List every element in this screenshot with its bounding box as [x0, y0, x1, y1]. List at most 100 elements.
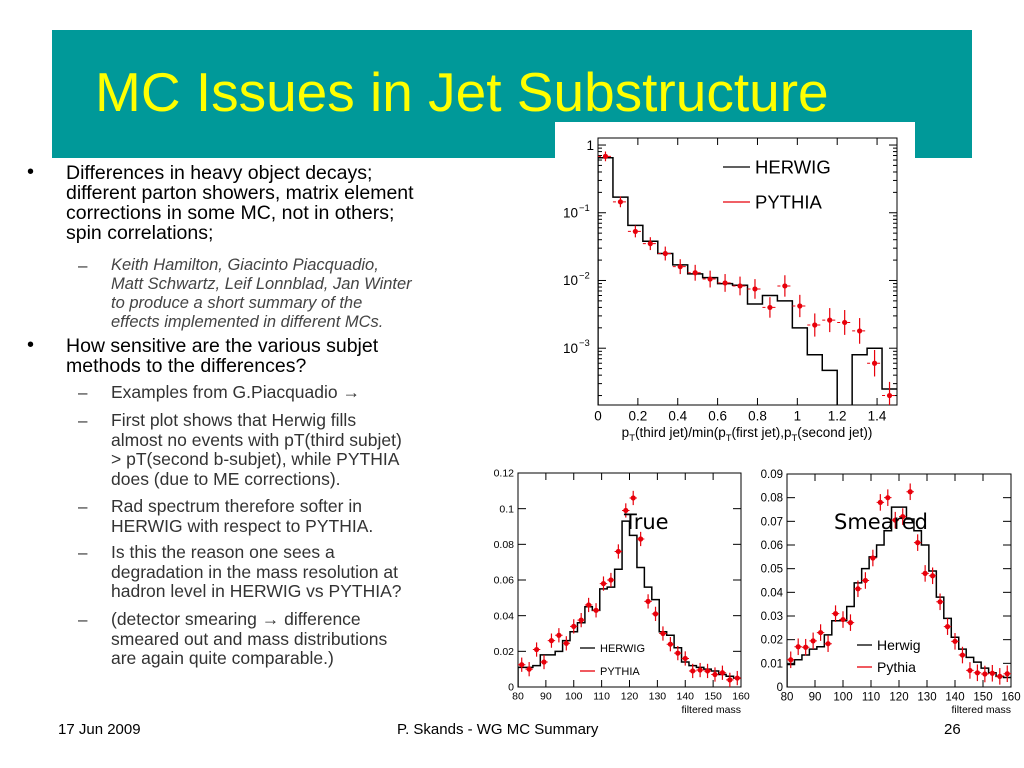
dash-icon: – [78, 383, 88, 402]
pythia-point [667, 641, 673, 647]
sub-bullet-line: smeared out and mass distributions [111, 628, 388, 649]
pythia-point [944, 624, 951, 630]
pythia-point [586, 602, 592, 608]
label-part: filtered mass [681, 704, 741, 716]
pythia-point [692, 270, 698, 276]
x-tick-label: 120 [621, 691, 639, 703]
pythia-point [803, 644, 809, 650]
pythia-point [857, 328, 863, 334]
pythia-point [578, 617, 584, 623]
x-tick-label: 1.2 [828, 409, 847, 424]
sub-bullet-line: Examples from G.Piacquadio → [111, 382, 360, 402]
pythia-point [795, 644, 801, 650]
label-part: (first jet),p [732, 425, 792, 440]
y-tick-label: 0.08 [494, 539, 515, 551]
footer-date: 17 Jun 2009 [58, 721, 141, 738]
pythia-point [855, 586, 861, 592]
sub-bullet-item: Is this the reason one sees a degradation… [111, 542, 401, 602]
pythia-point [907, 489, 913, 495]
pythia-point [647, 241, 653, 247]
pythia-point [638, 536, 644, 542]
sub-bullet-line: Rad spectrum therefore softer in [111, 496, 362, 516]
sub-bullet-line: (detector smearing → difference [111, 609, 361, 629]
x-tick-label: 1.4 [868, 409, 887, 424]
bullet-item: How sensitive are the various subjet meth… [66, 336, 378, 376]
y-tick-exponent: −3 [579, 338, 590, 349]
legend-label-pythia: Pythia [877, 659, 916, 675]
label-part: p [622, 425, 630, 440]
x-tick-label: 160 [732, 691, 750, 703]
pythia-point [697, 667, 703, 673]
sub-bullet-item: (detector smearing → difference smeared o… [111, 609, 388, 669]
pythia-point [652, 611, 659, 617]
pythia-point [704, 668, 711, 674]
pythia-point [810, 638, 816, 644]
pythia-point [827, 317, 833, 323]
pythia-point [915, 540, 921, 546]
sub-bullet-item: Keith Hamilton, Giacinto Piacquadio, Matt… [111, 256, 412, 332]
y-tick-label: 1 [586, 138, 594, 153]
pythia-point [752, 286, 758, 292]
slide-title: MC Issues in Jet Substructure [95, 61, 829, 123]
pythia-point [886, 392, 893, 399]
y-tick-label: 0.12 [494, 468, 515, 480]
pythia-point [812, 322, 818, 328]
pythia-point [782, 283, 788, 289]
pythia-point [967, 667, 973, 674]
pythia-point [989, 670, 995, 676]
pythia-point [737, 283, 743, 289]
sub-bullet-line: degradation in the mass resolution at [111, 561, 398, 582]
x-tick-label: 160 [1001, 692, 1020, 704]
pythia-point [1004, 671, 1010, 677]
bullet-line: corrections in some MC, not in others; [66, 202, 395, 224]
pythia-point [548, 638, 555, 644]
sub-bullet-item: First plot shows that Herwig fills almost… [111, 410, 402, 489]
x-axis-label: filtered mass [681, 704, 741, 716]
dash-icon: – [78, 543, 88, 562]
x-tick-label: 150 [973, 692, 992, 704]
pythia-point [797, 303, 803, 309]
pythia-point [722, 280, 728, 286]
pythia-point [660, 630, 666, 637]
y-tick-label: 0.04 [494, 610, 515, 622]
pythia-point [832, 611, 839, 617]
pythia-point [608, 577, 614, 583]
pythia-point [707, 276, 713, 282]
pythia-point [877, 499, 883, 505]
pythia-point [675, 650, 681, 656]
pythia-point [556, 632, 562, 638]
x-tick-label: 80 [781, 692, 794, 704]
pythia-point [734, 675, 740, 681]
pythia-point [533, 646, 540, 653]
pythia-point [623, 507, 629, 514]
pythia-point [922, 570, 928, 577]
x-tick-label: 0.2 [628, 409, 647, 424]
x-tick-label: 80 [512, 691, 524, 703]
bullet-icon: • [27, 334, 35, 356]
sub-bullet-line: does (due to ME corrections). [111, 468, 341, 489]
sub-bullet-item: Rad spectrum therefore softer in HERWIG w… [111, 496, 373, 536]
y-tick-label: 0.01 [761, 658, 783, 670]
legend-label-pythia: PYTHIA [600, 666, 640, 678]
x-tick-label: 110 [593, 691, 610, 703]
pythia-point [892, 517, 898, 523]
pythia-point [870, 555, 876, 561]
pythia-point [563, 640, 569, 646]
dash-icon: – [78, 610, 88, 629]
bullet-line: Differences in heavy object decays; [66, 162, 373, 184]
sub-bullet-line: effects implemented in different MCs. [111, 313, 384, 331]
y-tick-exponent: −2 [579, 270, 590, 281]
subscript: T [792, 433, 798, 444]
x-tick-label: 150 [704, 691, 722, 703]
pythia-point [727, 677, 733, 683]
pythia-point [593, 607, 599, 613]
y-tick-exponent: −1 [579, 203, 590, 214]
plot-area [518, 490, 741, 687]
pythia-point [937, 599, 943, 605]
label-part: filtered mass [951, 704, 1011, 716]
x-tick-label: 110 [862, 692, 880, 704]
legend-label-herwig: Herwig [877, 637, 921, 653]
pythia-point [982, 671, 988, 677]
sub-bullet-line: are again quite comparable.) [111, 648, 334, 668]
legend-label-herwig: HERWIG [600, 643, 645, 655]
